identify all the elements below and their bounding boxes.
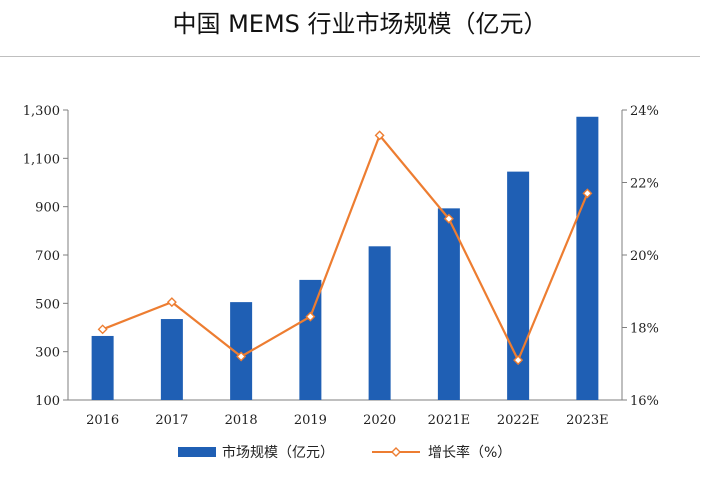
x-tick-label: 2020 — [363, 413, 396, 428]
x-tick-label: 2023E — [566, 413, 609, 428]
line-point — [582, 188, 593, 199]
right-tick-label: 16% — [630, 394, 659, 409]
legend-bar-swatch — [178, 447, 216, 457]
legend-line-label: 增长率（%） — [428, 444, 511, 461]
right-tick-label: 20% — [630, 249, 659, 264]
bar — [576, 116, 599, 401]
bar — [368, 246, 391, 400]
x-tick-label: 2021E — [428, 413, 471, 428]
line-point — [236, 351, 247, 362]
left-tick-label: 300 — [35, 346, 60, 361]
left-tick-label: 500 — [35, 297, 60, 312]
x-tick-label: 2019 — [294, 413, 327, 428]
bar — [299, 279, 322, 400]
x-tick-label: 2016 — [86, 413, 119, 428]
right-tick-label: 24% — [630, 104, 659, 119]
x-tick-label: 2018 — [225, 413, 258, 428]
legend: 市场规模（亿元） 增长率（%） — [178, 444, 511, 461]
line-series — [97, 130, 593, 366]
growth-line — [102, 133, 589, 363]
legend-line-marker — [391, 447, 401, 457]
title-divider — [0, 56, 700, 57]
left-tick-label: 700 — [35, 249, 60, 264]
left-tick-label: 100 — [35, 394, 60, 409]
left-tick-label: 1,300 — [23, 104, 60, 119]
chart-title: 中国 MEMS 行业市场规模（亿元） — [172, 10, 548, 38]
right-tick-label: 18% — [630, 322, 659, 337]
bar — [91, 335, 114, 400]
x-tick-label: 2022E — [497, 413, 540, 428]
right-tick-label: 22% — [630, 177, 659, 192]
axes — [63, 109, 627, 401]
bar — [437, 208, 460, 400]
line-point — [305, 311, 316, 322]
line-point — [374, 130, 385, 141]
line-point — [166, 297, 177, 308]
tick-labels: 100 300 500 700 900 1,100 1,300 16% 18% 20% 22% 24%… — [23, 104, 659, 428]
line-point — [443, 213, 454, 224]
line-point — [97, 324, 108, 335]
legend-bar-label: 市场规模（亿元） — [222, 444, 334, 461]
bar-series — [91, 116, 599, 401]
left-tick-label: 1,100 — [23, 152, 60, 167]
bar — [507, 171, 530, 400]
bar — [230, 302, 253, 400]
left-tick-label: 900 — [35, 201, 60, 216]
x-tick-label: 2017 — [155, 413, 188, 428]
line-point — [513, 355, 524, 366]
bar — [160, 319, 183, 400]
